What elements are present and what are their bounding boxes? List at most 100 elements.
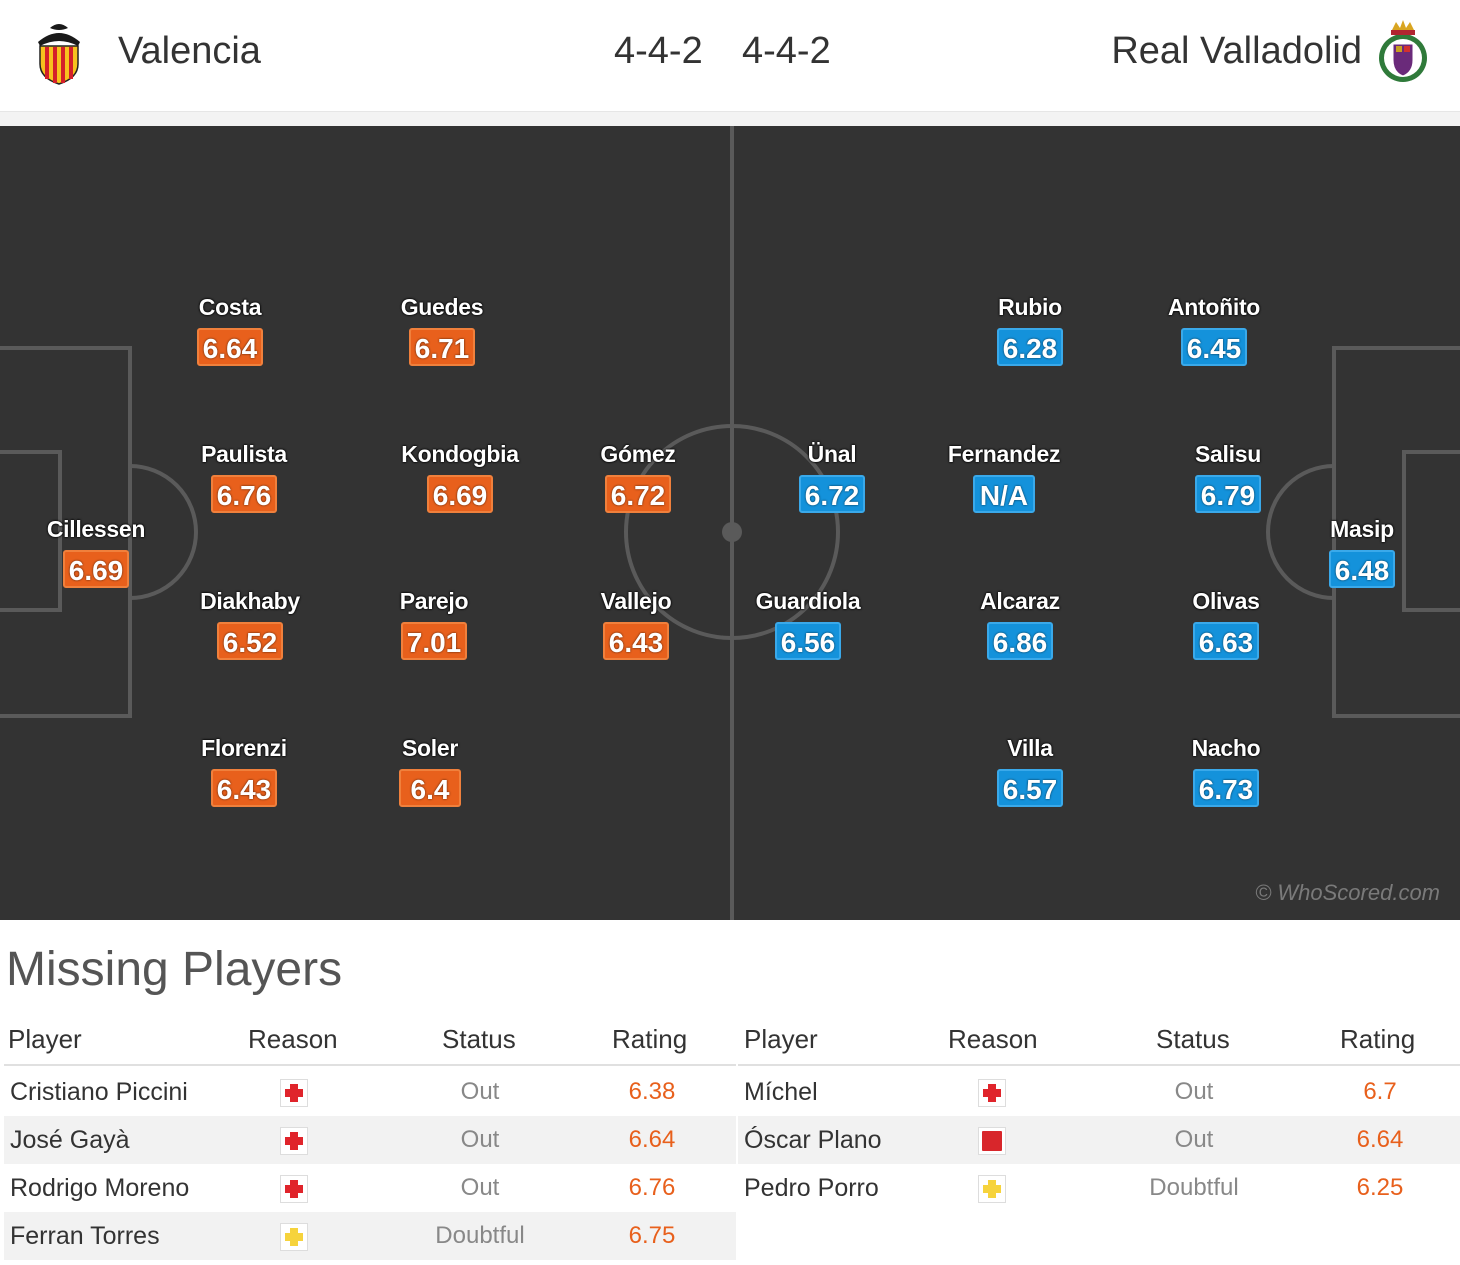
missing-player-name[interactable]: Óscar Plano: [744, 1126, 882, 1154]
missing-rating: 6.25: [1356, 1174, 1404, 1201]
col-reason[interactable]: Reason: [248, 1024, 338, 1054]
player-rating: 6.64: [196, 328, 264, 366]
away-missing-table: Player Reason Status Rating Míchel Out 6.7…: [738, 1018, 1460, 1262]
match-header: Valencia 4-4-2 4-4-2 Real Valladolid: [0, 0, 1460, 112]
home-player-rcb[interactable]: Diakhaby 6.52: [170, 588, 330, 660]
player-rating: 6.69: [426, 475, 494, 513]
table-row[interactable]: Cristiano Piccini Out 6.38: [4, 1068, 736, 1116]
player-rating: 6.57: [996, 769, 1064, 807]
player-rating: 6.56: [774, 622, 842, 660]
player-rating: 6.48: [1328, 550, 1396, 588]
table-row[interactable]: Ferran Torres Doubtful 6.75: [4, 1212, 736, 1260]
away-player-lb[interactable]: Nacho 6.73: [1146, 735, 1306, 807]
player-name: Kondogbia: [401, 441, 519, 467]
missing-player-name[interactable]: Ferran Torres: [10, 1222, 160, 1250]
missing-player-name[interactable]: Pedro Porro: [744, 1174, 879, 1202]
missing-player-name[interactable]: Cristiano Piccini: [10, 1078, 188, 1106]
missing-status: Out: [460, 1078, 500, 1105]
injury-icon: [978, 1079, 1006, 1107]
player-rating: 6.72: [798, 475, 866, 513]
away-player-lst[interactable]: Ünal 6.72: [752, 441, 912, 513]
pitch-markings: [0, 126, 1460, 920]
missing-rating: 6.76: [628, 1174, 676, 1201]
player-name: Olivas: [1192, 588, 1260, 614]
player-name: Diakhaby: [200, 588, 300, 614]
player-name: Cillessen: [46, 516, 146, 542]
player-name: Florenzi: [201, 735, 287, 761]
away-player-rcb[interactable]: Salisu 6.79: [1148, 441, 1308, 513]
player-name: Villa: [1007, 735, 1053, 761]
col-rating[interactable]: Rating: [1340, 1024, 1416, 1054]
missing-rating: 6.38: [628, 1078, 676, 1105]
player-rating: N/A: [973, 475, 1035, 513]
home-player-rb[interactable]: Florenzi 6.43: [164, 735, 324, 807]
player-rating: 6.79: [1194, 475, 1262, 513]
table-row[interactable]: Óscar Plano Out 6.64: [738, 1116, 1460, 1164]
away-player-lcb[interactable]: Olivas 6.63: [1146, 588, 1306, 660]
away-player-rcm[interactable]: Alcaraz 6.86: [940, 588, 1100, 660]
home-team-name[interactable]: Valencia: [118, 30, 261, 72]
missing-status: Doubtful: [1149, 1174, 1239, 1201]
missing-rating: 6.75: [628, 1222, 676, 1249]
home-player-lst[interactable]: Gómez 6.72: [558, 441, 718, 513]
col-reason[interactable]: Reason: [948, 1024, 1038, 1054]
col-player[interactable]: Player: [744, 1024, 818, 1054]
player-rating: 6.63: [1192, 622, 1260, 660]
player-rating: 7.01: [400, 622, 468, 660]
missing-status: Out: [1174, 1078, 1214, 1105]
home-player-lb[interactable]: Costa 6.64: [150, 294, 310, 366]
table-row[interactable]: José Gayà Out 6.64: [4, 1116, 736, 1164]
away-player-gk[interactable]: Masip 6.48: [1282, 516, 1442, 588]
col-player[interactable]: Player: [8, 1024, 82, 1054]
away-player-rm[interactable]: Villa 6.57: [950, 735, 1110, 807]
doubtful-icon: [280, 1223, 308, 1251]
missing-player-name[interactable]: Míchel: [744, 1078, 818, 1106]
missing-status: Doubtful: [435, 1222, 525, 1249]
player-name: Guardiola: [755, 588, 861, 614]
home-player-gk[interactable]: Cillessen 6.69: [16, 516, 176, 588]
missing-player-name[interactable]: Rodrigo Moreno: [10, 1174, 190, 1202]
col-status[interactable]: Status: [1156, 1024, 1230, 1054]
player-rating: 6.45: [1180, 328, 1248, 366]
valladolid-crown-crest-icon: [1379, 20, 1427, 82]
away-player-rst[interactable]: Guardiola 6.56: [728, 588, 888, 660]
table-row[interactable]: Rodrigo Moreno Out 6.76: [4, 1164, 736, 1212]
injury-icon: [280, 1175, 308, 1203]
player-name: Soler: [401, 735, 459, 761]
player-name: Masip: [1330, 516, 1394, 542]
home-player-rcm[interactable]: Parejo 7.01: [354, 588, 514, 660]
missing-players-title: Missing Players: [6, 943, 343, 996]
col-rating[interactable]: Rating: [612, 1024, 688, 1054]
away-player-lcm[interactable]: Fernandez N/A: [924, 441, 1084, 513]
home-player-lcb[interactable]: Paulista 6.76: [164, 441, 324, 513]
player-rating: 6.69: [62, 550, 130, 588]
table-row[interactable]: Pedro Porro Doubtful 6.25: [738, 1164, 1460, 1212]
home-player-lm[interactable]: Guedes 6.71: [362, 294, 522, 366]
pitch: Cillessen 6.69 Costa 6.64 Paulista 6.76 …: [0, 126, 1460, 920]
missing-rating: 6.64: [628, 1126, 676, 1153]
valencia-bat-crest-icon: [38, 24, 80, 85]
away-formation: 4-4-2: [742, 30, 831, 72]
player-rating: 6.43: [210, 769, 278, 807]
player-name: Vallejo: [600, 588, 672, 614]
player-name: Nacho: [1191, 735, 1261, 761]
home-player-rm[interactable]: Soler 6.4: [350, 735, 510, 807]
away-team-name[interactable]: Real Valladolid: [1111, 30, 1362, 72]
player-name: Gómez: [600, 441, 676, 467]
injury-icon: [280, 1079, 308, 1107]
home-player-lcm[interactable]: Kondogbia 6.69: [380, 441, 540, 513]
missing-player-name[interactable]: José Gayà: [10, 1126, 130, 1154]
player-rating: 6.73: [1192, 769, 1260, 807]
away-player-lm[interactable]: Rubio 6.28: [950, 294, 1110, 366]
player-name: Salisu: [1195, 441, 1261, 467]
player-rating: 6.86: [986, 622, 1054, 660]
col-status[interactable]: Status: [442, 1024, 516, 1054]
red-card-icon: [978, 1127, 1006, 1155]
player-name: Rubio: [998, 294, 1062, 320]
player-rating: 6.4: [399, 769, 461, 807]
home-player-rst[interactable]: Vallejo 6.43: [556, 588, 716, 660]
header-separator: [0, 112, 1460, 126]
away-player-rb[interactable]: Antoñito 6.45: [1134, 294, 1294, 366]
player-rating: 6.71: [408, 328, 476, 366]
table-row[interactable]: Míchel Out 6.7: [738, 1068, 1460, 1116]
